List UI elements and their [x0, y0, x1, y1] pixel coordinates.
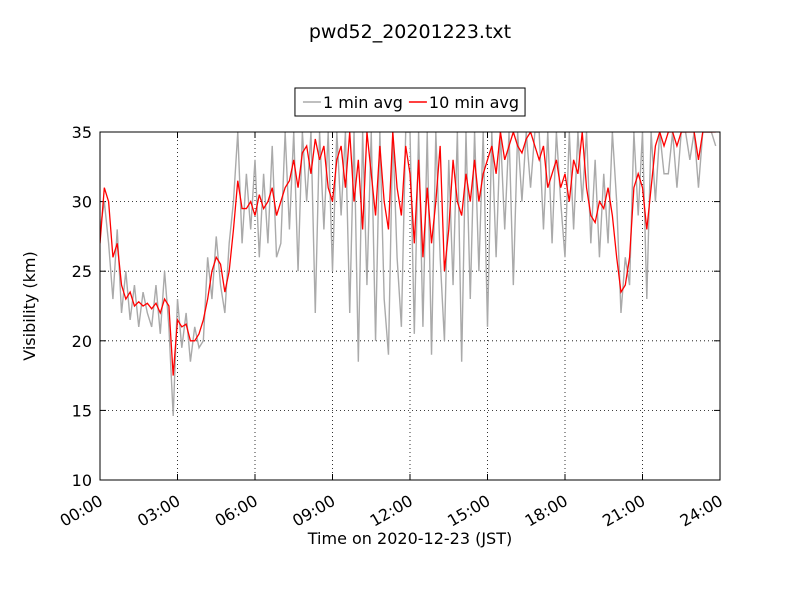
x-tick-label: 09:00	[289, 491, 338, 531]
y-axis-label: Visibility (km)	[20, 251, 39, 360]
x-tick-label: 00:00	[57, 491, 106, 531]
x-tick-label: 24:00	[677, 491, 726, 531]
x-tick-label: 18:00	[522, 491, 571, 531]
chart-title: pwd52_20201223.txt	[309, 21, 511, 43]
y-tick-label: 25	[72, 262, 92, 281]
legend-item: 10 min avg	[408, 93, 519, 112]
y-tick-label: 20	[72, 332, 92, 351]
x-tick-label: 12:00	[367, 491, 416, 531]
x-tick-label: 15:00	[444, 491, 493, 531]
x-tick-label: 03:00	[134, 491, 183, 531]
series-line	[100, 132, 717, 417]
series-line	[100, 132, 716, 376]
legend-label: 1 min avg	[323, 93, 403, 112]
legend: 1 min avg 10 min avg	[294, 87, 526, 117]
legend-label: 10 min avg	[429, 93, 519, 112]
x-axis-label: Time on 2020-12-23 (JST)	[307, 529, 512, 548]
axes-frame	[99, 131, 721, 481]
legend-item: 1 min avg	[302, 93, 403, 112]
y-tick-label: 35	[72, 123, 92, 142]
y-tick-label: 10	[72, 471, 92, 490]
x-tick-label: 06:00	[212, 491, 261, 531]
x-tick-label: 21:00	[599, 491, 648, 531]
y-tick-label: 15	[72, 401, 92, 420]
y-tick-label: 30	[72, 193, 92, 212]
